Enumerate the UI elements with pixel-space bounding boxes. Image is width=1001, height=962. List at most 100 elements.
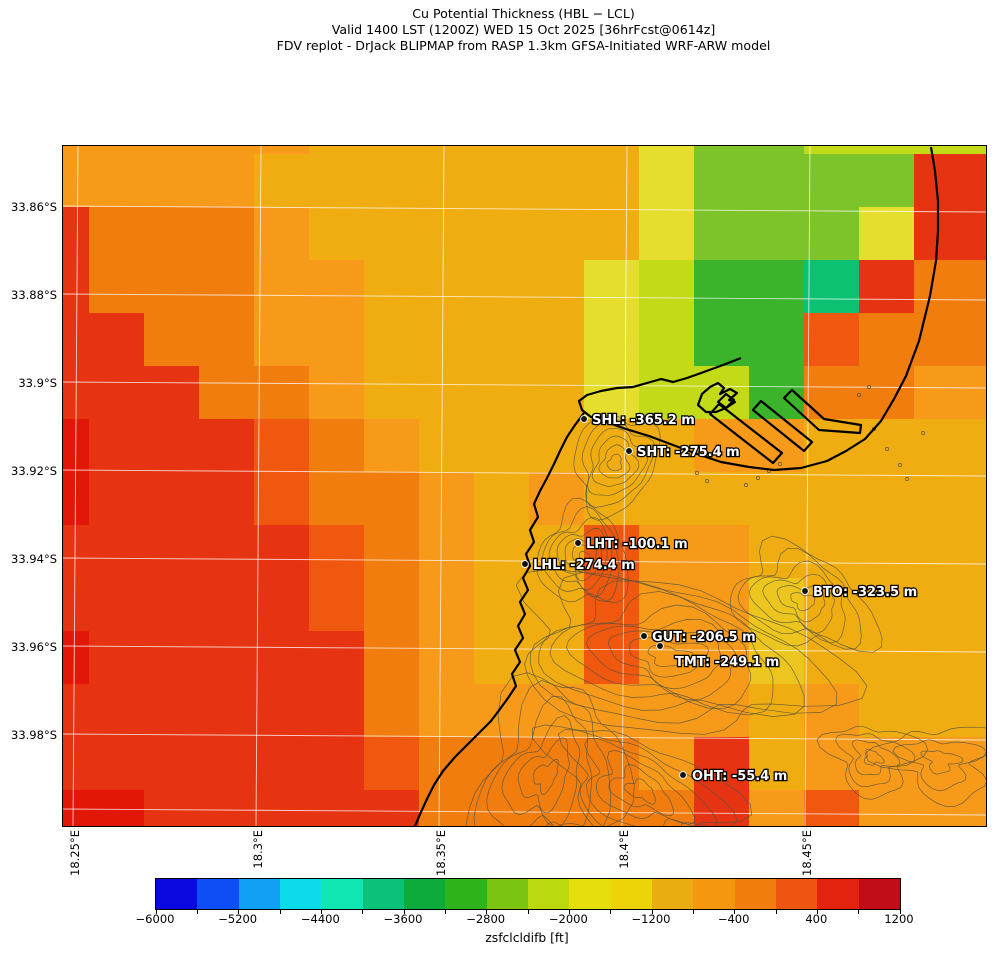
heatmap-cell (749, 525, 804, 578)
heatmap-cell (749, 207, 804, 260)
heatmap-cell (199, 146, 254, 154)
heatmap-cell (199, 684, 254, 737)
heatmap-cell (804, 790, 859, 826)
heatmap-cell (364, 313, 419, 366)
contour-line (729, 535, 883, 653)
heatmap-cell (694, 525, 749, 578)
heatmap-cell (804, 472, 859, 525)
heatmap-cell (63, 146, 89, 154)
heatmap-cell (694, 146, 749, 154)
heatmap-cell (309, 737, 364, 790)
contour-line (852, 739, 901, 776)
heatmap-cell (199, 578, 254, 631)
heatmap-cell (584, 737, 639, 790)
graticule-line (63, 645, 986, 653)
heatmap-cell (749, 313, 804, 366)
heatmap-cell (529, 260, 584, 313)
heatmap-cell (584, 154, 639, 207)
contour-line (607, 630, 723, 690)
heatmap-cell (254, 737, 309, 790)
contour-line (571, 544, 597, 572)
heatmap-cell (639, 260, 694, 313)
contour-line (591, 435, 640, 487)
heatmap-cell (419, 631, 474, 684)
colorbar (155, 878, 901, 914)
heatmap-cell (914, 260, 969, 313)
contour-line (566, 604, 752, 710)
colorbar-segment (776, 879, 818, 909)
y-axis-tick-label: 33.96°S (11, 640, 57, 654)
colorbar-segment (404, 879, 446, 909)
contour-line (598, 444, 631, 479)
islet-speckle (756, 476, 760, 480)
heatmap-cell (89, 525, 144, 578)
colorbar-tick-label: 1200 (884, 912, 914, 926)
coastline-path (413, 412, 585, 826)
colorbar-tick-label: −5200 (218, 912, 258, 926)
heatmap-cell (474, 146, 529, 154)
heatmap-cell (969, 737, 986, 790)
islet-speckle (857, 393, 861, 397)
heatmap-cell (63, 207, 89, 260)
colorbar-segment (652, 879, 694, 909)
colorbar-title: zsfclcldifb [ft] (485, 931, 569, 945)
contour-line (486, 696, 593, 826)
heatmap-cell (419, 419, 474, 472)
contour-line (586, 619, 737, 701)
heatmap-cell (309, 525, 364, 578)
islet-speckle (744, 483, 748, 487)
plot-title-line-1: Cu Potential Thickness (HBL − LCL) (412, 6, 635, 21)
heatmap-cell (969, 313, 986, 366)
harbor-jetty (782, 388, 863, 435)
heatmap-cell (749, 154, 804, 207)
contour-line (564, 538, 602, 582)
heatmap-cell (419, 260, 474, 313)
heatmap-cell (694, 154, 749, 207)
graticule-line (63, 293, 986, 301)
heatmap-cell (969, 472, 986, 525)
heatmap-cell (969, 525, 986, 578)
plot-title-line-2: Valid 1400 LST (1200Z) WED 15 Oct 2025 [… (331, 22, 716, 37)
station-dot (679, 771, 687, 779)
heatmap-cell (639, 419, 694, 472)
heatmap-cell (584, 472, 639, 525)
colorbar-segment (280, 879, 322, 909)
heatmap-cell (199, 313, 254, 366)
heatmap-cell (63, 684, 89, 737)
heatmap-cell (364, 525, 419, 578)
islet-speckle (885, 447, 889, 451)
contour-line (501, 715, 581, 826)
heatmap-cell (254, 366, 309, 419)
heatmap-cell (309, 146, 364, 154)
station-label: SHT: -275.4 m (637, 445, 740, 460)
heatmap-cell (63, 737, 89, 790)
contour-line (573, 414, 661, 521)
heatmap-cell (419, 146, 474, 154)
heatmap-cell (309, 684, 364, 737)
contour-line (587, 427, 648, 496)
heatmap-cell (364, 472, 419, 525)
heatmap-cell (364, 790, 419, 826)
heatmap-cell (144, 578, 199, 631)
heatmap-cell (144, 366, 199, 419)
heatmap-cell (969, 366, 986, 419)
colorbar-tick (238, 910, 240, 914)
station-label: LHL: -274.4 m (533, 558, 635, 573)
station-label: OHT: -55.4 m (692, 769, 787, 784)
heatmap-cell (89, 631, 144, 684)
heatmap-cell (804, 525, 859, 578)
colorbar-tick (568, 910, 570, 914)
heatmap-cell (969, 419, 986, 472)
heatmap-cell (804, 737, 859, 790)
contour-line (557, 728, 738, 826)
heatmap-cell (309, 578, 364, 631)
heatmap-cell (199, 419, 254, 472)
contour-line (533, 759, 559, 795)
heatmap-cell (89, 260, 144, 313)
heatmap-cell (529, 313, 584, 366)
heatmap-cell (474, 790, 529, 826)
contour-line (556, 528, 608, 591)
heatmap-cell (89, 684, 144, 737)
heatmap-cell (254, 419, 309, 472)
heatmap-cell (639, 631, 694, 684)
